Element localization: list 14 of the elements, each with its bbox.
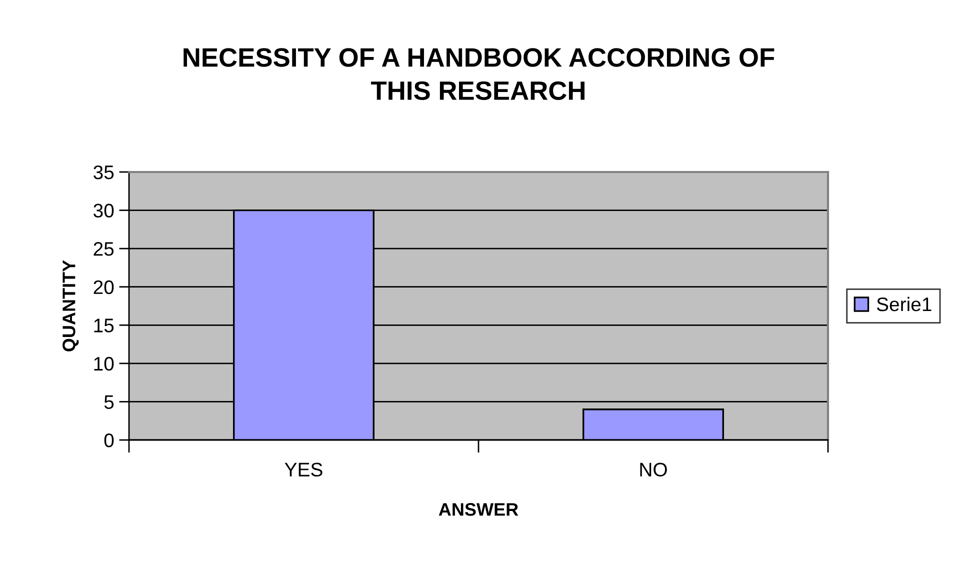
y-tick-label: 20 bbox=[94, 280, 114, 294]
y-tick-label: 35 bbox=[94, 165, 114, 180]
y-tick-label: 0 bbox=[104, 433, 114, 448]
y-axis-title: QUANTITY bbox=[62, 260, 79, 352]
legend-label: Serie1 bbox=[876, 296, 932, 312]
x-tick-label: NO bbox=[640, 462, 667, 477]
y-tick-label: 5 bbox=[104, 395, 114, 409]
y-tick-label: 10 bbox=[94, 356, 114, 371]
chart-title: NECESSITY OF A HANDBOOK ACCORDING OF THIS RESEARCH bbox=[184, 48, 774, 100]
x-tick-label: YES bbox=[284, 462, 322, 477]
x-axis-title: ANSWER bbox=[438, 503, 518, 516]
y-tick-label: 30 bbox=[94, 204, 114, 218]
y-tick-label: 15 bbox=[94, 318, 114, 332]
y-tick-label: 25 bbox=[94, 242, 114, 256]
